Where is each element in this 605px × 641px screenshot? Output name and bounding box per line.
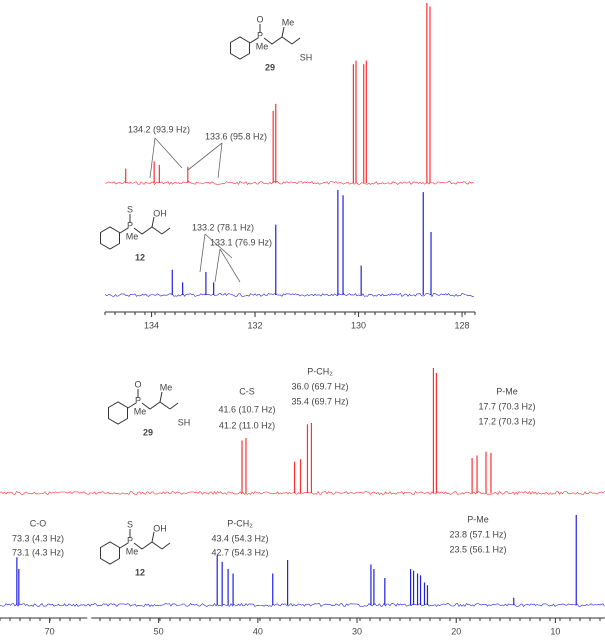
atom-label: P [257, 30, 263, 40]
atom-label: Me [256, 41, 269, 51]
annotation: 41.6 (10.7 Hz) [218, 404, 275, 414]
atom-label: P [127, 535, 133, 545]
benzene-ring [100, 226, 120, 250]
atom-label: Me [160, 382, 173, 392]
atom-label: P [135, 395, 141, 405]
x-tick-label: 128 [455, 320, 470, 330]
annotation: P-Me [467, 514, 489, 524]
leader-line [199, 233, 241, 283]
annotation: P-CH₂ [307, 366, 333, 376]
x-tick-label: 20 [451, 626, 461, 636]
bonds [127, 389, 179, 410]
annotation: 133.2 (78.1 Hz) [192, 222, 254, 232]
atom-label: Me [134, 406, 147, 416]
benzene-ring [108, 401, 128, 425]
annotation: 23.8 (57.1 Hz) [449, 529, 506, 539]
annotation: P-Me [496, 386, 518, 396]
atom-label: Me [126, 231, 139, 241]
atom-label: OH [153, 523, 167, 533]
annotation: 133.6 (95.8 Hz) [205, 131, 267, 141]
x-tick-label: 30 [352, 626, 362, 636]
atom-label: Me [126, 546, 139, 556]
atom-label: OH [153, 208, 167, 218]
annotation: C-O [30, 518, 47, 528]
baseline-noise [0, 602, 605, 608]
benzene-ring [100, 541, 120, 565]
atom-label: Me [282, 17, 295, 27]
annotation: 134.2 (93.9 Hz) [128, 124, 190, 134]
compound-number: 12 [135, 252, 145, 262]
leader-line [149, 137, 223, 179]
atom-label: S [127, 519, 133, 529]
atom-label: O [134, 379, 141, 389]
annotation: P-CH₂ [227, 518, 253, 528]
benzene-ring [230, 36, 250, 60]
bonds [119, 529, 171, 550]
annotation: 133.1 (76.9 Hz) [210, 237, 272, 247]
atom-label: O [256, 14, 263, 24]
annotation: 43.4 (54.3 Hz) [211, 533, 268, 543]
atom-label: SH [178, 417, 191, 427]
bonds [119, 214, 171, 235]
baseline-noise [0, 491, 605, 496]
compound-number: 29 [265, 62, 275, 72]
baseline-noise [104, 181, 475, 186]
compound-number: 12 [135, 567, 145, 577]
x-tick-label: 132 [248, 320, 263, 330]
compound-number: 29 [143, 427, 153, 437]
annotation: 73.1 (4.3 Hz) [12, 547, 64, 557]
annotation: 17.2 (70.3 Hz) [478, 416, 535, 426]
annotation: 42.7 (54.3 Hz) [211, 547, 268, 557]
baseline-noise [104, 293, 475, 298]
axis-break [87, 468, 92, 628]
annotation: 41.2 (11.0 Hz) [219, 420, 275, 430]
annotation: 36.0 (69.7 Hz) [291, 381, 348, 391]
atom-label: S [127, 204, 133, 214]
x-tick-label: 40 [253, 626, 263, 636]
atom-label: SH [300, 52, 313, 62]
bonds [249, 24, 301, 45]
x-tick-label: 70 [45, 626, 55, 636]
annotation: 35.4 (69.7 Hz) [291, 396, 348, 406]
annotation: C-S [239, 386, 255, 396]
atom-label: P [127, 220, 133, 230]
annotation: 23.5 (56.1 Hz) [449, 544, 506, 554]
annotation: 17.7 (70.3 Hz) [478, 401, 535, 411]
annotation: 73.3 (4.3 Hz) [12, 533, 64, 543]
x-tick-label: 10 [550, 626, 560, 636]
x-tick-label: 50 [154, 626, 164, 636]
x-tick-label: 134 [144, 320, 159, 330]
x-tick-label: 130 [351, 320, 366, 330]
